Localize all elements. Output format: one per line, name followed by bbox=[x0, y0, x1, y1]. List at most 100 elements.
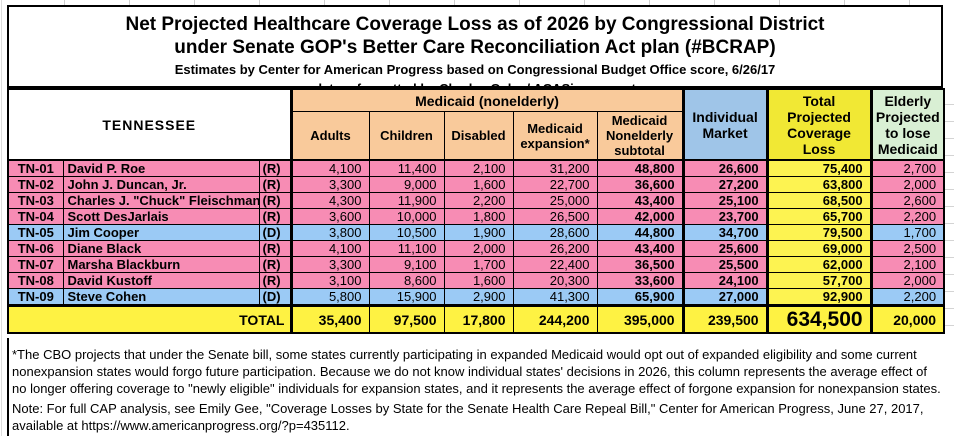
value-cell: 2,500 bbox=[869, 240, 945, 257]
value-cell: 26,200 bbox=[512, 240, 598, 257]
party-label: (R) bbox=[258, 240, 292, 257]
value-cell: 4,100 bbox=[289, 159, 370, 177]
table-row: TN-03 Charles J. "Chuck" Fleischmann (R) 4,… bbox=[7, 192, 945, 209]
value-cell: 2,200 bbox=[443, 192, 514, 209]
party-label: (R) bbox=[258, 176, 292, 193]
table-row: TN-06 Diane Black (R) 4,100 11,100 2,000 26,20… bbox=[7, 240, 945, 257]
total-individual-market: 239,500 bbox=[681, 304, 768, 334]
value-cell: 10,000 bbox=[368, 208, 445, 225]
value-cell: 27,200 bbox=[681, 176, 768, 193]
value-cell: 75,400 bbox=[765, 159, 872, 177]
cap-analysis-note: Note: For full CAP analysis, see Emily G… bbox=[12, 401, 924, 433]
table-row: TN-05 Jim Cooper (D) 3,800 10,500 1,900 28,600… bbox=[7, 224, 945, 241]
value-cell: 25,100 bbox=[681, 192, 768, 209]
value-cell: 25,600 bbox=[681, 240, 768, 257]
value-cell: 3,600 bbox=[289, 208, 370, 225]
total-medicaid-subtotal: 395,000 bbox=[596, 304, 684, 334]
value-cell: 2,900 bbox=[443, 288, 514, 306]
value-cell: 79,500 bbox=[765, 224, 872, 241]
value-cell: 27,000 bbox=[681, 288, 768, 306]
district-code: TN-04 bbox=[7, 208, 64, 225]
value-cell: 23,700 bbox=[681, 208, 768, 225]
value-cell: 9,100 bbox=[368, 256, 445, 273]
value-cell: 42,000 bbox=[596, 208, 684, 225]
value-cell: 36,500 bbox=[596, 256, 684, 273]
district-code: TN-08 bbox=[7, 272, 64, 289]
cbo-footnote: *The CBO projects that under the Senate … bbox=[12, 347, 941, 396]
value-cell: 22,700 bbox=[512, 176, 598, 193]
party-label: (D) bbox=[258, 288, 292, 306]
gridline-strip-top bbox=[0, 0, 954, 5]
value-cell: 25,500 bbox=[681, 256, 768, 273]
value-cell: 1,900 bbox=[443, 224, 514, 241]
value-cell: 26,600 bbox=[681, 159, 768, 177]
value-cell: 11,400 bbox=[368, 159, 445, 177]
rep-name: David Kustoff bbox=[62, 272, 260, 289]
page-title-line1: Net Projected Healthcare Coverage Loss a… bbox=[125, 14, 825, 35]
value-cell: 1,800 bbox=[443, 208, 514, 225]
col-header-disabled: Disabled bbox=[443, 111, 514, 161]
left-border-rule bbox=[7, 338, 9, 436]
district-code: TN-07 bbox=[7, 256, 64, 273]
value-cell: 26,500 bbox=[512, 208, 598, 225]
table-row: TN-09 Steve Cohen (D) 5,800 15,900 2,900 41,30… bbox=[7, 288, 945, 306]
value-cell: 41,300 bbox=[512, 288, 598, 306]
value-cell: 65,900 bbox=[596, 288, 684, 306]
value-cell: 2,100 bbox=[443, 159, 514, 177]
rep-name: Charles J. "Chuck" Fleischmann bbox=[62, 192, 260, 209]
total-disabled: 17,800 bbox=[443, 304, 514, 334]
total-label: TOTAL bbox=[7, 304, 292, 334]
col-header-children: Children bbox=[368, 111, 445, 161]
party-label: (R) bbox=[258, 272, 292, 289]
value-cell: 2,100 bbox=[869, 256, 945, 273]
value-cell: 10,500 bbox=[368, 224, 445, 241]
value-cell: 22,400 bbox=[512, 256, 598, 273]
rep-name: Steve Cohen bbox=[62, 288, 260, 306]
value-cell: 3,300 bbox=[289, 256, 370, 273]
value-cell: 1,700 bbox=[443, 256, 514, 273]
value-cell: 92,900 bbox=[765, 288, 872, 306]
rep-name: John J. Duncan, Jr. bbox=[62, 176, 260, 193]
value-cell: 2,000 bbox=[869, 272, 945, 289]
district-code: TN-05 bbox=[7, 224, 64, 241]
medicaid-group-header: Medicaid (nonelderly) bbox=[289, 88, 684, 112]
value-cell: 20,300 bbox=[512, 272, 598, 289]
table-row: TN-02 John J. Duncan, Jr. (R) 3,300 9,000 1,6… bbox=[7, 176, 945, 193]
col-header-medicaid-subtotal: Medicaid Nonelderly subtotal bbox=[596, 111, 684, 161]
rep-name: Scott DesJarlais bbox=[62, 208, 260, 225]
value-cell: 2,000 bbox=[443, 240, 514, 257]
value-cell: 1,600 bbox=[443, 176, 514, 193]
value-cell: 44,800 bbox=[596, 224, 684, 241]
value-cell: 31,200 bbox=[512, 159, 598, 177]
total-children: 97,500 bbox=[368, 304, 445, 334]
col-header-medicaid-expansion: Medicaid expansion* bbox=[512, 111, 598, 161]
value-cell: 4,300 bbox=[289, 192, 370, 209]
district-code: TN-06 bbox=[7, 240, 64, 257]
table-row: TN-07 Marsha Blackburn (R) 3,300 9,100 1,700 2… bbox=[7, 256, 945, 273]
table-row: TN-04 Scott DesJarlais (R) 3,600 10,000 1,800… bbox=[7, 208, 945, 225]
value-cell: 34,700 bbox=[681, 224, 768, 241]
value-cell: 69,000 bbox=[765, 240, 872, 257]
value-cell: 28,600 bbox=[512, 224, 598, 241]
value-cell: 1,700 bbox=[869, 224, 945, 241]
value-cell: 36,600 bbox=[596, 176, 684, 193]
total-row: TOTAL 35,400 97,500 17,800 244,200 395,0… bbox=[7, 304, 945, 334]
value-cell: 25,000 bbox=[512, 192, 598, 209]
district-code: TN-09 bbox=[7, 288, 64, 306]
value-cell: 11,100 bbox=[368, 240, 445, 257]
value-cell: 3,800 bbox=[289, 224, 370, 241]
value-cell: 57,700 bbox=[765, 272, 872, 289]
district-code: TN-03 bbox=[7, 192, 64, 209]
rep-name: Diane Black bbox=[62, 240, 260, 257]
coverage-loss-table: TENNESSEE Medicaid (nonelderly) Individu… bbox=[7, 88, 946, 334]
value-cell: 8,600 bbox=[368, 272, 445, 289]
col-header-individual-market: Individual Market bbox=[681, 88, 768, 161]
value-cell: 3,300 bbox=[289, 176, 370, 193]
party-label: (R) bbox=[258, 159, 292, 177]
value-cell: 11,900 bbox=[368, 192, 445, 209]
district-rows: TN-01 David P. Roe (R) 4,100 11,400 2,100 31,2… bbox=[7, 159, 945, 306]
page-title-line2: under Senate GOP's Better Care Reconcili… bbox=[174, 37, 776, 58]
value-cell: 43,400 bbox=[596, 192, 684, 209]
value-cell: 3,100 bbox=[289, 272, 370, 289]
